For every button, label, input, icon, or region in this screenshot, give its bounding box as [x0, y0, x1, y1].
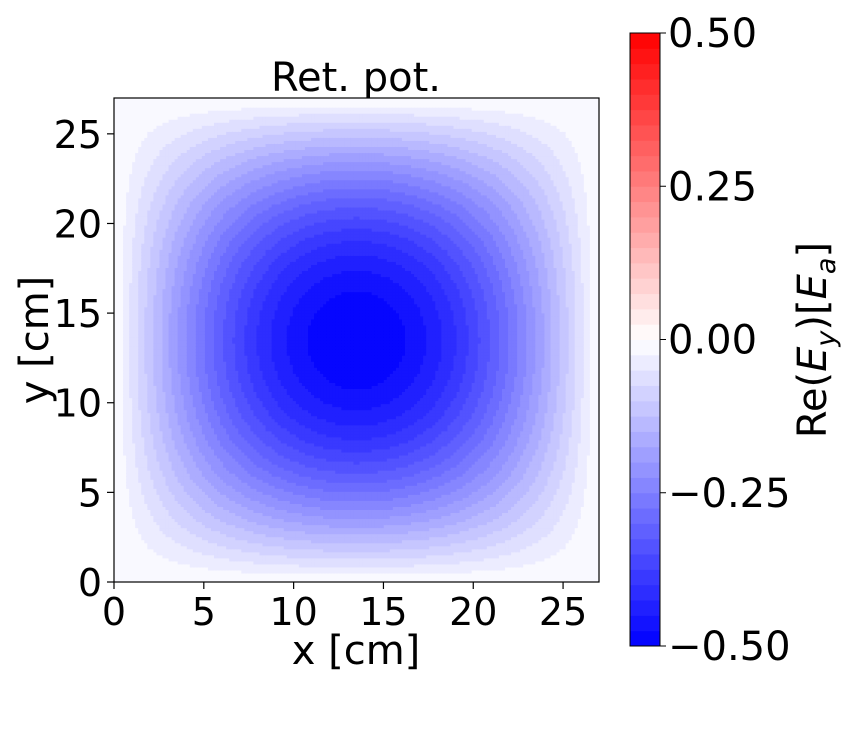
- colorbar-tick-label: 0.50: [668, 11, 757, 57]
- y-tick-label: 25: [54, 113, 102, 157]
- x-tick-label: 0: [102, 590, 126, 634]
- y-tick: 0: [78, 561, 114, 605]
- y-tick: 25: [54, 113, 114, 157]
- colorbar-tick: −0.50: [660, 624, 791, 670]
- y-tick: 10: [54, 382, 114, 426]
- plot-area: [113, 97, 600, 583]
- y-tick: 15: [54, 292, 114, 336]
- colorbar-tick: 0.25: [660, 164, 757, 210]
- y-tick-label: 0: [78, 561, 102, 605]
- x-axis-label: x [cm]: [292, 628, 421, 674]
- y-tick: 20: [54, 202, 114, 246]
- x-tick-label: 20: [449, 590, 497, 634]
- y-axis-label: y [cm]: [12, 276, 58, 405]
- x-tick-label: 5: [192, 590, 216, 634]
- colorbar-tick: 0.00: [660, 318, 757, 364]
- x-tick-label: 15: [359, 590, 407, 634]
- colorbar-tick-label: 0.00: [668, 318, 757, 364]
- x-tick-label: 25: [539, 590, 587, 634]
- colorbar-tick: −0.25: [660, 471, 791, 517]
- y-tick-label: 10: [54, 382, 102, 426]
- plot-frame: [113, 97, 600, 583]
- y-tick-label: 15: [54, 292, 102, 336]
- colorbar: −0.50 −0.25 0.00 0.25 0.50 Re(Ey)[Ea]: [629, 11, 842, 670]
- colorbar-gradient: [630, 33, 660, 647]
- contour-field: [114, 98, 599, 582]
- y-tick: 5: [78, 471, 114, 515]
- x-tick: 25: [539, 582, 587, 634]
- x-tick: 10: [269, 582, 318, 634]
- x-tick: 5: [192, 582, 216, 634]
- y-axis-ticks: 0 5 10 15 20 25: [54, 113, 114, 605]
- colorbar-label: Re(Ey)[Ea]: [790, 242, 842, 438]
- x-tick: 15: [359, 582, 408, 634]
- x-axis-ticks: 0 5 10 15 20 25: [102, 582, 587, 634]
- colorbar-tick: 0.50: [660, 11, 757, 57]
- y-tick-label: 20: [54, 202, 102, 246]
- colorbar-tick-label: −0.25: [668, 471, 791, 517]
- colorbar-tick-label: 0.25: [668, 164, 757, 210]
- x-tick-label: 10: [269, 590, 317, 634]
- colorbar-tick-label: −0.50: [668, 624, 791, 670]
- colorbar-ticks: −0.50 −0.25 0.00 0.25 0.50: [660, 11, 791, 670]
- chart-title: Ret. pot.: [271, 55, 441, 101]
- y-tick-label: 5: [78, 471, 102, 515]
- x-tick: 0: [102, 582, 126, 634]
- x-tick: 20: [449, 582, 497, 634]
